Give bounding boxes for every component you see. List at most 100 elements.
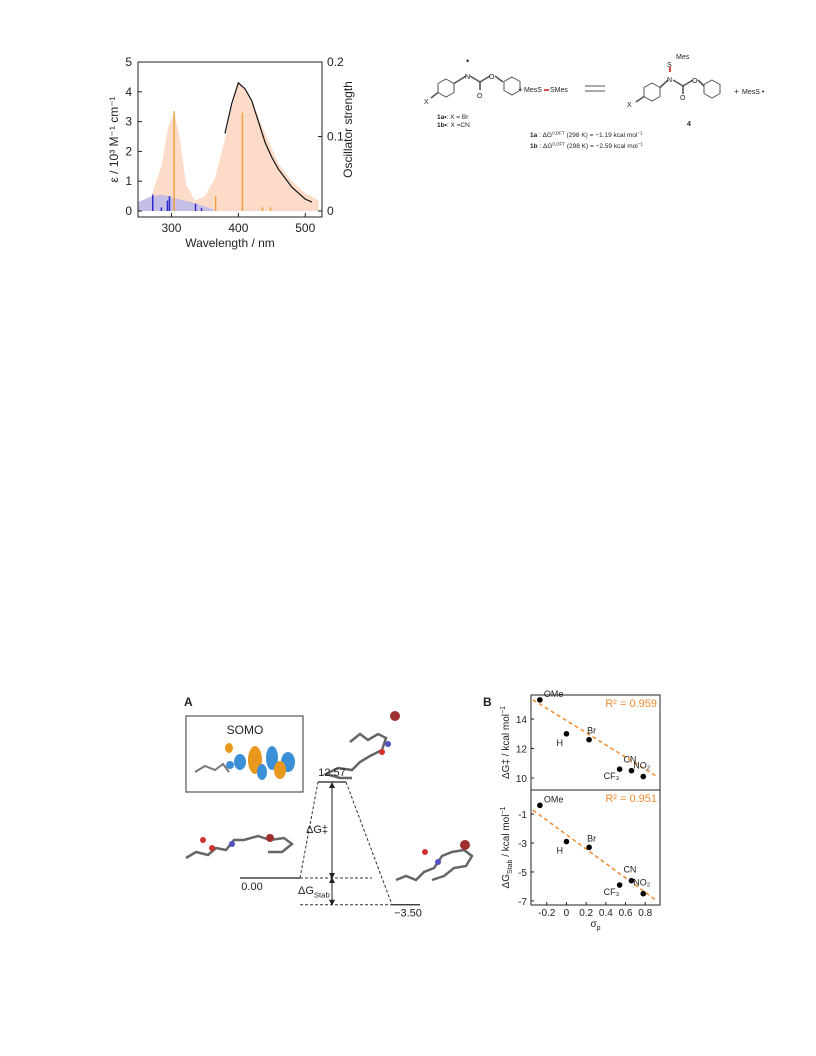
scheme-label: 1b•: X =CN [437,122,470,129]
orbital-label: SOMO [227,723,264,737]
x-tick-label: 0.8 [638,908,652,919]
connector [345,781,393,905]
scheme-text: X [627,102,632,109]
y-tick-label: 3 [125,115,132,129]
y-tick-label: 12 [516,745,528,756]
scheme-text: MesS • [742,89,765,96]
text-segment: (298 K) = −2.59 kcal mol [565,143,638,150]
data-point [563,838,570,845]
y-axis-label: ΔGStab / kcal mol−1 [500,806,514,888]
point-label: OMe [544,689,564,699]
spectrum-area [138,194,219,212]
point-label: CF₃ [604,887,620,897]
data-point [640,890,647,897]
data-point [628,877,635,884]
scheme-text: S [667,62,672,69]
y-tick-label: -1 [518,810,527,821]
scheme-text: O [680,95,686,102]
scheme-text: N [465,74,470,81]
point-label: CN [623,755,636,765]
y2-tick-label: 0.1 [327,130,344,144]
y2-tick-label: 0.2 [327,55,344,69]
scheme-text: Mes [676,54,690,61]
scheme-text: O [692,78,698,85]
r-squared: R² = 0.951 [605,793,657,805]
spectrum-area [138,82,319,212]
scheme-text: + [734,87,739,96]
point-label: H [556,738,563,748]
fit-line [532,809,658,902]
data-point [628,767,635,774]
text-segment: 0,DFT [552,141,565,146]
text-segment: : X =CN [447,122,470,129]
x-tick-label: -0.2 [538,908,556,919]
y2-tick-label: 0 [327,204,334,218]
point-label: OMe [544,794,564,804]
data-point [586,844,592,851]
x-tick-label: 500 [295,221,315,235]
text-segment: Stab [507,859,514,874]
text-segment: 1a [530,132,538,139]
panel-label: B [483,695,492,709]
panel-label: A [184,695,193,709]
scheme-text: N [667,77,672,84]
molecule-drawings [185,711,474,882]
y-tick-label: 5 [125,55,132,69]
text-segment: ΔG [501,874,512,889]
text-segment: / kcal mol [501,815,512,860]
scheme-text: X [424,99,429,106]
text-segment: : ΔG [537,132,552,139]
r-squared: R² = 0.959 [605,698,657,710]
stab-label: ΔGStab [298,885,330,899]
fit-line [532,699,658,778]
x-axis-label: σp [590,919,600,932]
energy-label: −3.50 [394,908,422,920]
text-segment: 1b• [437,122,448,129]
point-label: H [556,846,563,856]
somo-orbital [194,743,295,780]
point-label: Br [587,726,596,736]
y-tick-label: -7 [518,897,527,908]
text-segment: 0,DFT [552,130,565,135]
x-tick-label: 300 [161,221,181,235]
connector [299,781,319,879]
data-point [563,730,570,737]
energy-label: 12.57 [318,767,346,779]
barrier-label: ΔG‡ [306,824,328,836]
text-segment: 1b [530,143,538,150]
scheme-text: SMes [550,87,568,94]
text-segment: −1 [500,706,507,714]
y-tick-label: 14 [516,715,528,726]
scheme-structures [430,67,721,103]
point-label: CN [623,865,636,875]
plot-frame [530,789,661,906]
scheme-text: MesS [524,87,542,94]
x-tick-label: 0.2 [579,908,593,919]
y-tick-label: 10 [516,774,528,785]
y-tick-label: -5 [518,868,527,879]
scheme-text: + [518,85,523,94]
plot-frame [137,61,323,218]
data-point [640,773,647,780]
text-segment: −1 [500,806,507,814]
scheme-text: • [466,56,469,66]
y-axis-label: ΔG‡ / kcal mol−1 [500,706,512,779]
data-point [616,766,623,773]
point-label: CF₃ [604,771,620,781]
text-segment: 1a• [437,114,447,121]
data-point [537,802,543,809]
scheme-text: 4 [687,121,691,128]
data-point [537,697,543,703]
point-label: NO₂ [633,761,651,771]
scheme-text: O [477,93,483,100]
y-tick-label: 2 [125,144,132,158]
scheme-energy: 1b : ΔG0,DFT (298 K) = −2.59 kcal mol−1 [530,141,643,150]
text-segment: : X = Br [447,114,470,121]
x-tick-label: 0.6 [619,908,633,919]
energy-label: 0.00 [241,881,262,893]
spectrum-line [224,81,313,203]
somo-box [185,715,304,793]
data-point [586,736,592,743]
text-segment: −1 [637,130,643,135]
